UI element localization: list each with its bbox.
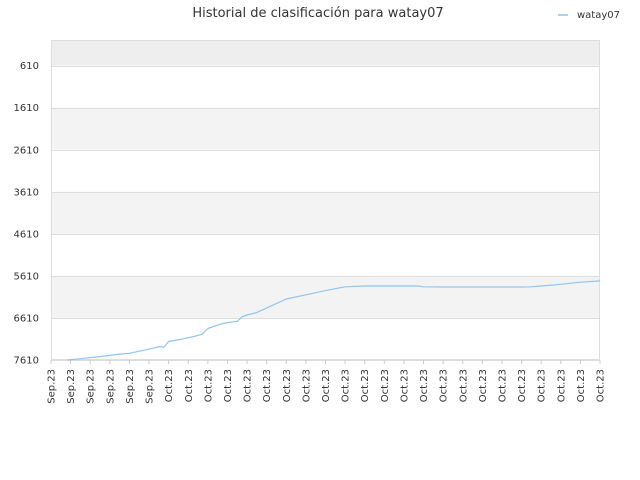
y-axis: 610 1610 2610 3610 4610 5610 6610 7610 [14,61,39,366]
x-tick-label: Oct.23 [458,369,469,402]
x-tick-label: Oct.23 [439,369,450,402]
plot-band [51,191,600,234]
x-tick-label: Oct.23 [341,369,352,402]
x-tick-label: Oct.23 [380,369,391,402]
x-tick-label: Oct.23 [203,369,214,402]
x-tick-label: Sep.23 [125,369,136,404]
x-tick-label: Oct.23 [556,369,567,402]
y-tick-label: 7610 [14,356,39,367]
plot-band [51,65,600,108]
x-tick-label: Oct.23 [243,369,254,402]
x-tick-label: Oct.23 [576,369,587,402]
x-tick-label: Sep.23 [47,369,58,404]
plot-band [51,40,600,66]
x-axis: Sep.23 Sep.23 Sep.23 Sep.23 Sep.23 Sep.23 Oct.… [47,360,607,404]
x-tick-label: Sep.23 [105,369,116,404]
y-tick-label: 1610 [14,103,39,114]
x-tick-label: Oct.23 [596,369,607,402]
x-tick-label: Oct.23 [360,369,371,402]
x-tick-label: Oct.23 [223,369,234,402]
series-layer [67,280,601,361]
chart-title: Historial de clasificación para watay07 [192,6,443,21]
x-tick-label: Oct.23 [301,369,312,402]
x-tick-label: Sep.23 [86,369,97,404]
plot-band [51,275,600,318]
y-tick-label: 3610 [14,187,39,198]
x-tick-label: Sep.23 [66,369,77,404]
y-tick-label: 610 [20,61,39,72]
x-tick-label: Oct.23 [399,369,410,402]
y-tick-label: 2610 [14,145,39,156]
x-tick-label: Oct.23 [184,369,195,402]
x-tick-label: Oct.23 [537,369,548,402]
x-tick-label: Oct.23 [164,369,175,402]
x-tick-label: Oct.23 [282,369,293,402]
y-tick-label: 6610 [14,313,39,324]
series-line-watay07[interactable] [67,280,601,361]
y-tick-label: 5610 [14,271,39,282]
plot-bands [51,40,600,360]
x-tick-label: Oct.23 [517,369,528,402]
x-tick-label: Oct.23 [321,369,332,402]
x-tick-label: Oct.23 [262,369,273,402]
plot-band [51,317,600,360]
plot-band [51,149,600,192]
y-tick-label: 4610 [14,229,39,240]
x-tick-label: Oct.23 [478,369,489,402]
plot-band [51,107,600,150]
plot-border [51,40,600,360]
x-tick-label: Oct.23 [497,369,508,402]
x-tick-label: Sep.23 [145,369,156,404]
legend-label: watay07 [577,10,620,21]
plot-band [51,233,600,276]
legend[interactable]: watay07 [558,10,620,21]
x-tick-label: Oct.23 [419,369,430,402]
